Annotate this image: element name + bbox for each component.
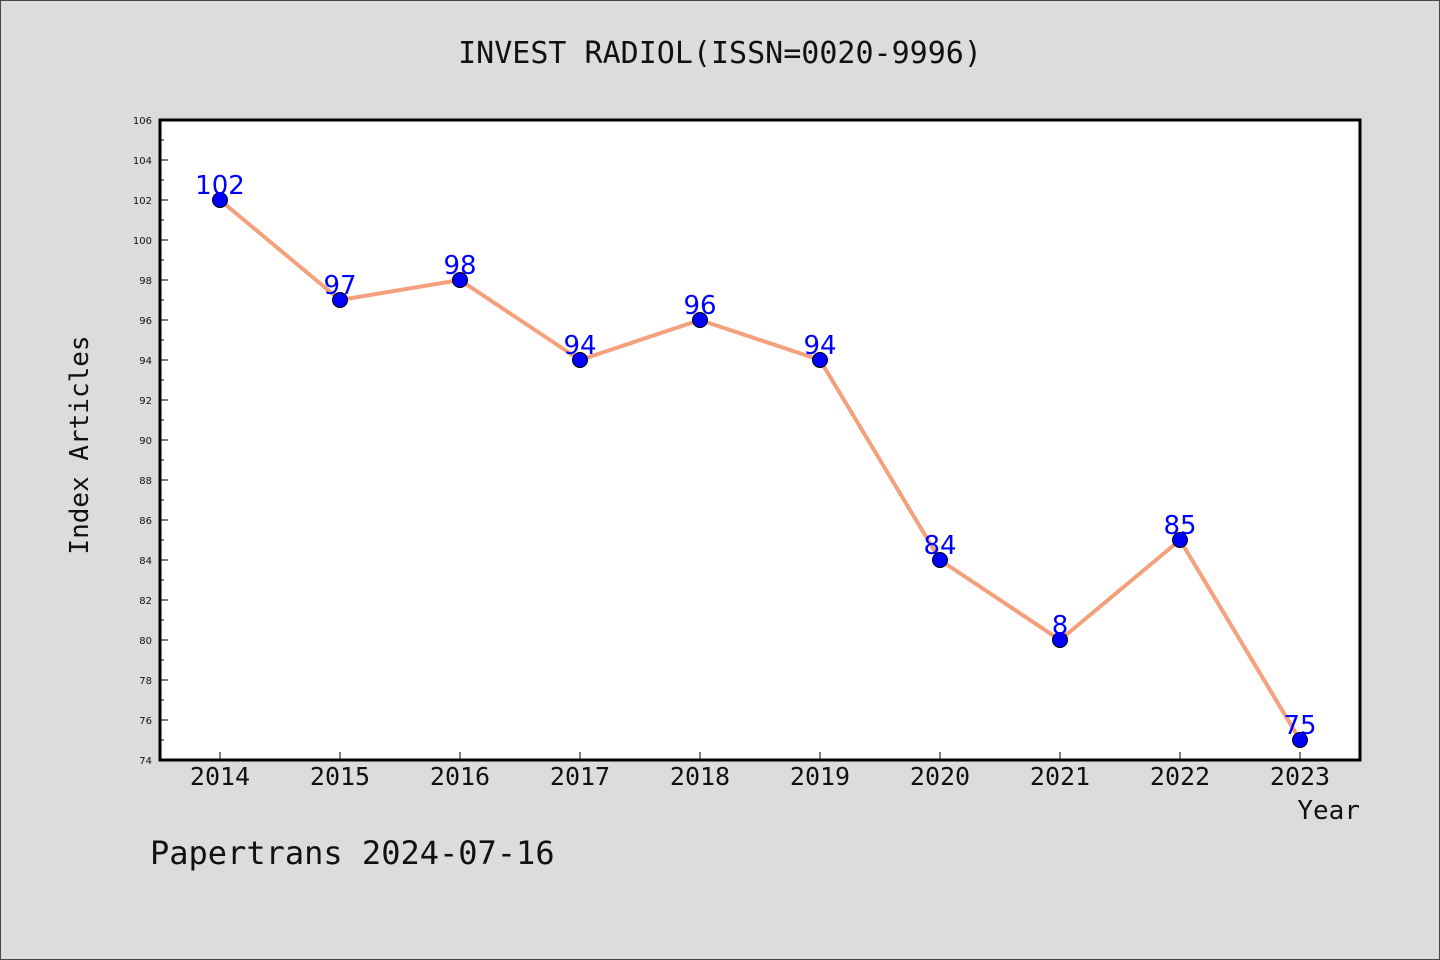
data-point [932, 552, 948, 568]
y-tick-label: 90 [139, 436, 152, 447]
y-tick-label: 100 [133, 236, 152, 247]
x-axis-label: Year [1297, 796, 1360, 826]
y-tick-label: 78 [139, 676, 152, 687]
data-label: 98 [443, 251, 476, 281]
data-series: 102 97 98 94 96 94 84 8 85 75 [195, 171, 1317, 748]
x-tick-label: 2014 [190, 762, 250, 791]
x-tick-label: 2015 [310, 762, 370, 791]
data-point [572, 352, 588, 368]
x-tick-label: 2021 [1030, 762, 1090, 791]
x-tick-label: 2017 [550, 762, 610, 791]
y-tick-label: 84 [139, 556, 152, 567]
y-tick-label: 98 [139, 276, 152, 287]
y-tick-label: 80 [139, 636, 152, 647]
data-label: 97 [323, 271, 356, 301]
footer-credit: Papertrans 2024-07-16 [150, 834, 555, 872]
data-point [452, 272, 468, 288]
y-tick-label: 102 [133, 196, 152, 207]
y-tick-label: 106 [133, 116, 152, 127]
y-tick-label: 82 [139, 596, 152, 607]
data-label: 75 [1283, 711, 1316, 741]
data-point [1292, 732, 1308, 748]
data-point [212, 192, 228, 208]
y-tick-label: 86 [139, 516, 152, 527]
data-label: 84 [923, 531, 956, 561]
y-tick-label: 76 [139, 716, 152, 727]
x-tick-label: 2019 [790, 762, 850, 791]
y-tick-label: 94 [139, 356, 152, 367]
data-label: 102 [195, 171, 245, 201]
x-tick-label: 2020 [910, 762, 970, 791]
x-tick-label: 2022 [1150, 762, 1210, 791]
data-point [1052, 632, 1068, 648]
data-label: 85 [1163, 511, 1196, 541]
plot-border [158, 118, 1362, 762]
series-line [218, 198, 1302, 742]
y-axis: 74 76 78 80 82 84 86 88 90 92 94 96 98 100 102 104 106 [133, 116, 168, 767]
y-tick-label: 88 [139, 476, 152, 487]
data-point [332, 292, 348, 308]
y-tick-label: 96 [139, 316, 152, 327]
x-tick-label: 2018 [670, 762, 730, 791]
x-tick-label: 2016 [430, 762, 490, 791]
data-point [1172, 532, 1188, 548]
chart-title: INVEST RADIOL(ISSN=0020-9996) [458, 36, 982, 71]
data-label: 96 [683, 291, 716, 321]
y-tick-label: 74 [139, 756, 152, 767]
data-label: 94 [803, 331, 836, 361]
data-label: 8 [1052, 611, 1069, 641]
y-tick-label: 104 [133, 156, 152, 167]
data-label: 94 [563, 331, 596, 361]
x-axis: 2014 2015 2016 2017 2018 2019 2020 2021 2022 2023 [190, 752, 1330, 791]
plot-area [160, 120, 1360, 760]
x-tick-label: 2023 [1270, 762, 1330, 791]
data-point [812, 352, 828, 368]
data-point [692, 312, 708, 328]
y-tick-label: 92 [139, 396, 152, 407]
